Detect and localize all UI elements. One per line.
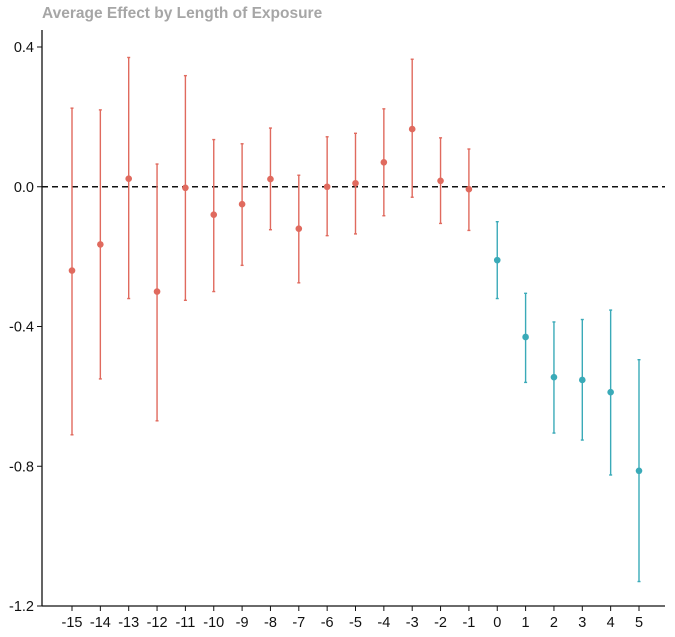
data-points [68,125,643,475]
data-point [295,225,303,232]
x-tick-label: -7 [292,615,305,631]
x-tick-label: 2 [550,615,558,631]
x-tick-label: -4 [377,615,390,631]
x-tick-label: 5 [635,615,643,631]
x-tick-label: 3 [578,615,586,631]
x-tick-label: -8 [264,615,277,631]
data-point [522,333,529,341]
data-point [408,125,416,133]
y-tick-label: -1.2 [9,599,34,615]
x-tick-label: -9 [236,615,249,631]
x-tick-label: -3 [406,615,419,631]
x-tick-label: -10 [203,615,224,631]
y-tick-label: -0.8 [9,459,34,475]
data-point [607,388,614,396]
y-tick-label: -0.4 [9,320,34,336]
data-point [182,184,189,192]
data-point [125,175,132,183]
x-tick-label: -14 [90,615,111,631]
x-tick-label: -11 [175,615,195,631]
x-tick-label: -15 [62,615,83,631]
data-point [380,158,388,166]
data-point [493,256,501,264]
x-tick-label: -5 [349,615,362,631]
chart-title: Average Effect by Length of Exposure [42,5,323,22]
x-tick-label: -12 [147,615,168,631]
data-point [579,376,586,384]
data-point [267,175,274,183]
y-tick-label: 0.4 [14,40,34,56]
data-point [352,179,359,187]
data-point [465,185,473,193]
axes: 0.40.0-0.4-0.8-1.2-15 -14 -13 -12 -11 -10 -9 -8… [9,30,665,631]
y-tick-label: 0.0 [14,180,34,196]
data-point [210,211,218,218]
x-tick-label: -2 [434,615,447,631]
x-tick-label: -1 [462,615,475,631]
x-tick-label: 0 [493,615,501,631]
data-point [238,200,246,208]
data-point [68,267,76,274]
x-tick-label: -13 [118,615,139,631]
data-point [97,241,104,248]
data-point [323,183,331,191]
data-point [550,373,558,381]
error-bars [70,56,641,583]
data-point [635,467,643,475]
data-point [437,177,444,185]
data-point [153,288,161,295]
x-tick-label: 4 [607,615,615,631]
x-tick-label: 1 [522,615,530,631]
x-tick-label: -6 [321,615,334,631]
